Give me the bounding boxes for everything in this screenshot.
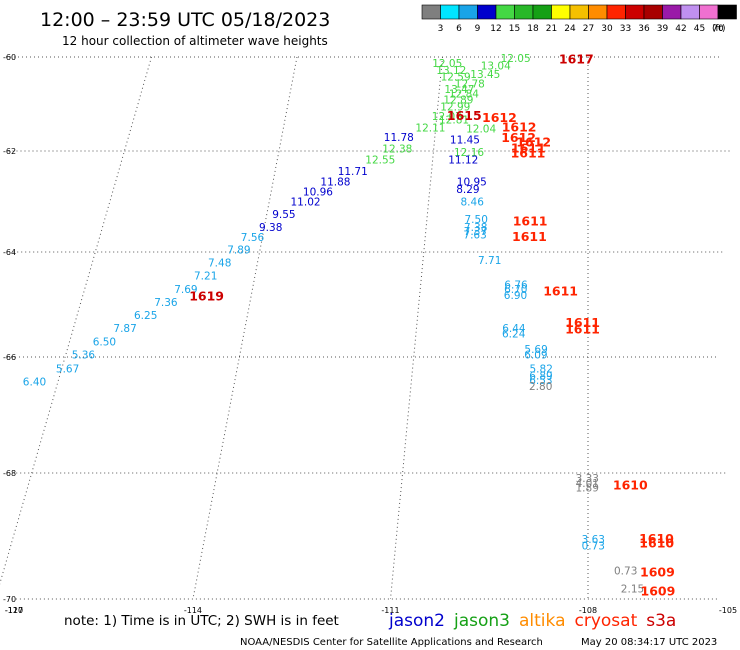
wave-height-value: 11.78 [384, 132, 414, 144]
footer-credit: NOAA/NESDIS Center for Satellite Applica… [240, 637, 543, 648]
mission-cryosat: cryosat [575, 611, 638, 631]
time-label: 1610 [639, 536, 674, 551]
chart-subtitle: 12 hour collection of altimeter wave hei… [62, 34, 328, 48]
scale-label: 36 [638, 24, 650, 34]
wave-height-value: 2.80 [529, 381, 552, 393]
color-scale-legend: 3 6 9 12 15 18 21 24 27 30 33 36 39 42 45 70 [422, 5, 737, 34]
latitude-tick-label: -66 [3, 353, 16, 362]
time-label: 1619 [189, 289, 224, 304]
footer-note: note: 1) Time is in UTC; 2) SWH is in fe… [64, 613, 339, 629]
scale-label: 12 [490, 24, 501, 34]
scale-label: 18 [527, 24, 539, 34]
longitude-gridline [193, 57, 297, 599]
wave-height-value: 7.71 [478, 255, 501, 267]
scale-swatch [626, 5, 645, 19]
latitude-tick-label: -64 [3, 248, 16, 257]
scale-swatch [533, 5, 552, 19]
wave-height-value: 5.67 [56, 364, 79, 376]
scale-swatch [515, 5, 534, 19]
scale-label: 24 [564, 24, 576, 34]
longitude-tick-label: -117 [5, 606, 23, 615]
chart-title: 12:00 – 23:59 UTC 05/18/2023 [40, 9, 330, 31]
wave-height-value: 6.90 [504, 290, 527, 302]
latitude-tick-label: -62 [3, 147, 16, 156]
scale-swatch [589, 5, 608, 19]
wave-height-value: 12.55 [365, 155, 395, 167]
time-label: 1611 [513, 214, 548, 229]
scale-label: 27 [583, 24, 594, 34]
scale-label: 6 [456, 24, 462, 34]
scale-label: 45 [694, 24, 705, 34]
latitude-tick-label: -70 [3, 595, 16, 604]
scale-swatch [607, 5, 626, 19]
scale-swatch [422, 5, 441, 19]
scale-swatch [570, 5, 589, 19]
time-label: 1611 [511, 146, 546, 161]
mission-jason3: jason3 [453, 611, 510, 631]
altimeter-chart: 12:00 – 23:59 UTC 05/18/2023 12 hour col… [0, 0, 740, 650]
scale-label: 9 [475, 24, 481, 34]
scale-label: 21 [546, 24, 557, 34]
wave-height-value: 8.29 [456, 184, 479, 196]
wave-height-value: 6.25 [134, 310, 157, 322]
time-label: 1611 [512, 229, 547, 244]
wave-height-value: 11.02 [291, 197, 321, 209]
wave-height-value: 11.45 [450, 134, 480, 146]
scale-swatch [681, 5, 700, 19]
wave-height-value: 9.55 [272, 209, 295, 221]
wave-height-value: 7.87 [113, 323, 136, 335]
scale-swatch [700, 5, 719, 19]
wave-height-value: 6.09 [524, 349, 547, 361]
time-label: 1617 [559, 51, 594, 66]
scale-label: 42 [675, 24, 686, 34]
scale-swatch [478, 5, 497, 19]
wave-height-value: 0.73 [582, 541, 605, 553]
footer-timestamp: May 20 08:34:17 UTC 2023 [581, 637, 717, 648]
wave-height-value: 12.11 [415, 123, 445, 135]
scale-swatch [663, 5, 682, 19]
wave-height-value: 7.21 [194, 271, 217, 283]
wave-height-value: 1.89 [576, 483, 599, 495]
wave-height-value: 0.73 [614, 566, 637, 578]
scale-label: 3 [438, 24, 444, 34]
scale-label: 39 [657, 24, 669, 34]
wave-height-value: 5.36 [72, 349, 96, 361]
latitude-tick-label: -60 [3, 53, 16, 62]
time-label: 1611 [565, 322, 600, 337]
time-label: 1610 [613, 478, 648, 493]
time-label: 1611 [543, 283, 578, 298]
wave-height-value: 7.89 [227, 245, 250, 257]
map-grid [0, 57, 730, 599]
scale-label: 33 [620, 24, 631, 34]
scale-swatch [459, 5, 478, 19]
scale-swatch [552, 5, 571, 19]
mission-altika: altika [519, 611, 566, 631]
wave-height-value: 11.12 [448, 155, 478, 167]
scale-swatch [496, 5, 515, 19]
wave-height-value: 7.56 [241, 232, 265, 244]
scale-swatch [644, 5, 663, 19]
scale-label: 30 [601, 24, 613, 34]
time-label: 1615 [447, 108, 482, 123]
longitude-tick-label: -105 [719, 606, 737, 615]
wave-height-value: 6.40 [23, 376, 46, 388]
scale-label: 15 [509, 24, 520, 34]
mission-legend: jason2 jason3 altika cryosat s3a [388, 611, 676, 631]
wave-height-value: 7.48 [208, 258, 231, 270]
scale-swatch [718, 5, 737, 19]
wave-height-value: 6.24 [502, 328, 526, 340]
scale-swatch [441, 5, 460, 19]
wave-height-value: 7.36 [154, 297, 178, 309]
mission-jason2: jason2 [388, 611, 445, 631]
mission-s3a: s3a [646, 611, 676, 631]
wave-height-value: 7.63 [463, 229, 486, 241]
wave-height-value: 8.46 [461, 197, 485, 209]
time-label: 1609 [640, 565, 675, 580]
units-label: (ft) [712, 24, 726, 34]
wave-height-value: 6.50 [93, 336, 116, 348]
time-label: 1609 [641, 583, 676, 598]
latitude-tick-label: -68 [3, 469, 16, 478]
